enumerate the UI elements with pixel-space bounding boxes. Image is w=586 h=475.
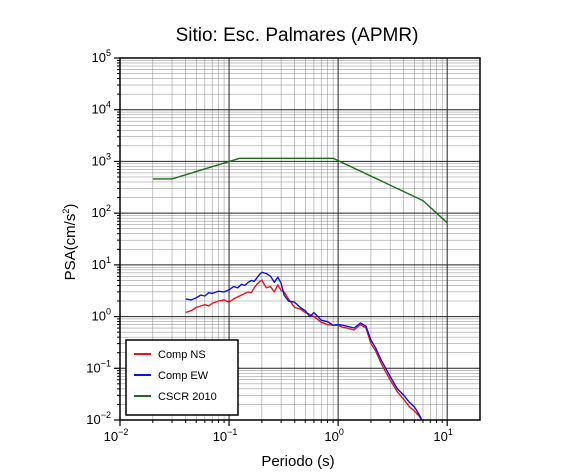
y-tick-label: 10−1	[86, 358, 111, 375]
x-axis-title: Periodo (s)	[261, 453, 334, 470]
series-line-cscr-2010	[152, 157, 448, 224]
y-tick-label: 102	[92, 203, 111, 220]
x-tick-label: 10−2	[104, 427, 129, 444]
series-line-comp-ew	[185, 271, 423, 420]
chart-title: Sitio: Esc. Palmares (APMR)	[176, 25, 419, 46]
y-tick-label: 101	[92, 255, 111, 272]
x-tick-label: 100	[324, 427, 343, 444]
minor-gridlines	[120, 58, 480, 420]
y-tick-label: 104	[92, 100, 111, 117]
y-axis-title-superscript: 2	[61, 209, 71, 214]
y-axis-ticks: 10−2 10−1 100 101 102 103 104 105	[86, 48, 120, 427]
plot-frame	[119, 57, 481, 421]
x-tick-label: 10−1	[213, 427, 238, 444]
y-tick-label: 103	[92, 151, 111, 168]
y-tick-label: 10−2	[86, 410, 111, 427]
y-tick-label: 105	[92, 48, 111, 65]
x-tick-label: 101	[433, 427, 452, 444]
legend-label: CSCR 2010	[158, 391, 217, 403]
legend-label: Comp EW	[158, 370, 209, 382]
legend-label: Comp NS	[158, 349, 206, 361]
y-axis-title-base: PSA(cm/s	[62, 214, 79, 281]
y-axis-title-end: )	[62, 204, 79, 209]
legend: Comp NS Comp EW CSCR 2010	[125, 339, 239, 416]
series-layer	[152, 157, 448, 420]
y-tick-label: 100	[92, 307, 111, 324]
y-axis-title: PSA(cm/s2)	[61, 204, 79, 281]
legend-box	[125, 339, 239, 416]
x-axis-ticks: 10−2 10−1 100 101	[104, 420, 453, 444]
